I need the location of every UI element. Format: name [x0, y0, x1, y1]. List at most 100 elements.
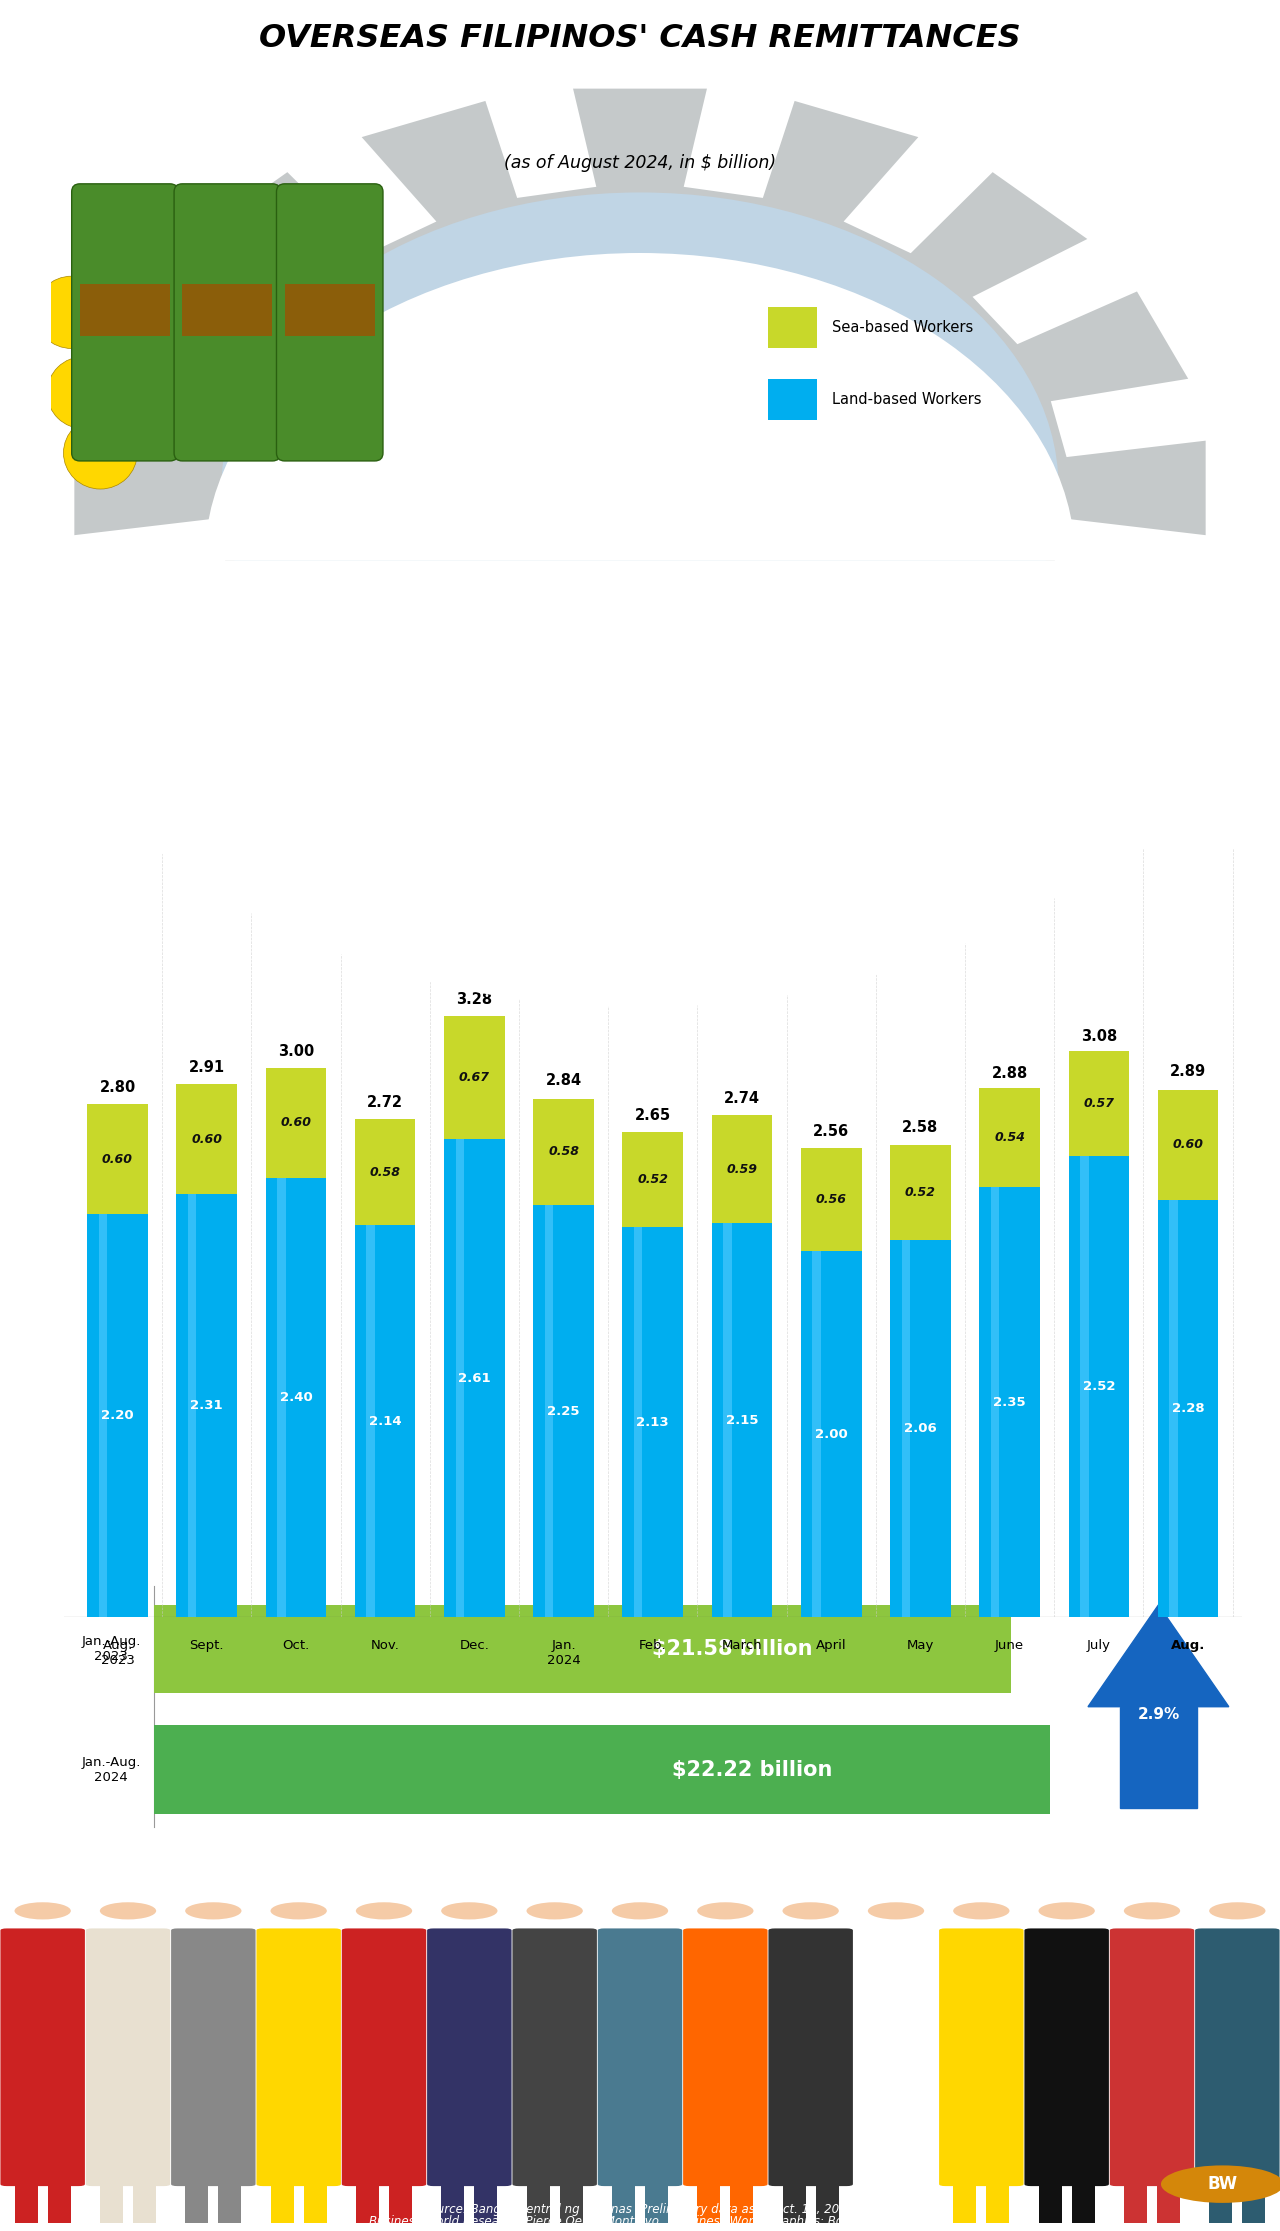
Text: 2.9%: 2.9% — [1137, 1707, 1180, 1722]
FancyBboxPatch shape — [303, 2177, 326, 2222]
FancyBboxPatch shape — [901, 2177, 924, 2222]
Bar — [979, 1089, 1039, 1187]
Text: 3.08: 3.08 — [1080, 1028, 1117, 1044]
FancyBboxPatch shape — [1110, 1928, 1194, 2186]
Text: 2.06: 2.06 — [904, 1421, 937, 1435]
Text: 2.35: 2.35 — [993, 1397, 1027, 1408]
FancyBboxPatch shape — [698, 2177, 721, 2222]
Circle shape — [270, 1903, 326, 1919]
Text: 2.25: 2.25 — [548, 1406, 580, 1419]
Bar — [890, 1145, 951, 1240]
FancyBboxPatch shape — [100, 2177, 123, 2222]
Text: 2.31: 2.31 — [191, 1399, 223, 1412]
Bar — [813, 1252, 820, 1617]
Bar — [622, 1131, 684, 1227]
Text: 0.60: 0.60 — [191, 1133, 223, 1147]
FancyBboxPatch shape — [1038, 2177, 1061, 2222]
FancyBboxPatch shape — [684, 1928, 768, 2186]
FancyBboxPatch shape — [270, 2177, 293, 2222]
Circle shape — [1124, 1903, 1180, 1919]
FancyBboxPatch shape — [1210, 2177, 1233, 2222]
FancyBboxPatch shape — [79, 283, 170, 337]
FancyBboxPatch shape — [428, 1928, 512, 2186]
Circle shape — [64, 417, 137, 489]
Text: 0.60: 0.60 — [280, 1116, 311, 1129]
Text: 2.40: 2.40 — [279, 1392, 312, 1403]
Text: 2.56: 2.56 — [813, 1124, 850, 1140]
FancyBboxPatch shape — [475, 2177, 498, 2222]
Text: June: June — [995, 1640, 1024, 1653]
FancyBboxPatch shape — [154, 1604, 1011, 1693]
Bar — [1069, 1051, 1129, 1156]
FancyBboxPatch shape — [854, 1928, 938, 2186]
FancyBboxPatch shape — [133, 2177, 156, 2222]
Bar — [901, 1240, 910, 1617]
Bar — [444, 1140, 504, 1617]
Text: Source: Bangko Sentral ng Pilipinas (Preliminary data as of Oct. 15, 2024): Source: Bangko Sentral ng Pilipinas (Pre… — [421, 2202, 859, 2215]
Bar — [801, 1252, 861, 1617]
Circle shape — [1210, 1903, 1266, 1919]
Circle shape — [782, 1903, 838, 1919]
Bar — [456, 1140, 465, 1617]
Text: 0.58: 0.58 — [370, 1165, 401, 1178]
FancyBboxPatch shape — [512, 1928, 596, 2186]
Text: May: May — [906, 1640, 934, 1653]
Bar — [545, 1205, 553, 1617]
Text: Jan.-Aug.
2024: Jan.-Aug. 2024 — [82, 1756, 141, 1783]
Text: Feb.: Feb. — [639, 1640, 667, 1653]
Bar — [712, 1223, 772, 1617]
Text: 2.00: 2.00 — [815, 1428, 847, 1441]
Bar — [622, 1227, 684, 1617]
PathPatch shape — [74, 89, 1206, 888]
Bar — [444, 1017, 504, 1140]
Text: Business World Research: Pierce Oei A. Montalvo    Business World Graphics: Bong: Business World Research: Pierce Oei A. M… — [369, 2215, 911, 2229]
Bar — [534, 1205, 594, 1617]
FancyBboxPatch shape — [526, 2177, 549, 2222]
Text: $21.58 billion: $21.58 billion — [653, 1640, 813, 1660]
Text: 0.59: 0.59 — [727, 1162, 758, 1176]
Wedge shape — [6, 560, 1274, 1008]
Polygon shape — [1120, 1707, 1197, 1809]
Bar — [266, 1178, 326, 1617]
FancyBboxPatch shape — [954, 2177, 977, 2222]
Bar — [87, 1104, 148, 1214]
FancyBboxPatch shape — [72, 183, 178, 462]
Text: 2.15: 2.15 — [726, 1414, 758, 1428]
FancyBboxPatch shape — [645, 2177, 668, 2222]
Text: 3.00: 3.00 — [278, 1044, 314, 1057]
Text: 2.61: 2.61 — [458, 1372, 490, 1385]
Text: 2.20: 2.20 — [101, 1410, 134, 1423]
Text: Nov.: Nov. — [371, 1640, 399, 1653]
FancyBboxPatch shape — [342, 1928, 426, 2186]
Text: 2.88: 2.88 — [992, 1066, 1028, 1080]
Text: 2.72: 2.72 — [367, 1095, 403, 1109]
FancyBboxPatch shape — [1024, 1928, 1108, 2186]
Text: OVERSEAS FILIPINOS' CASH REMITTANCES: OVERSEAS FILIPINOS' CASH REMITTANCES — [259, 22, 1021, 54]
Text: 0.60: 0.60 — [1172, 1138, 1203, 1151]
Bar — [634, 1227, 643, 1617]
Bar — [355, 1225, 416, 1617]
FancyBboxPatch shape — [1124, 2177, 1147, 2222]
Circle shape — [14, 1903, 70, 1919]
Bar — [723, 1223, 732, 1617]
Text: 0.52: 0.52 — [905, 1187, 936, 1198]
Text: 2.80: 2.80 — [100, 1080, 136, 1095]
FancyBboxPatch shape — [815, 2177, 838, 2222]
FancyBboxPatch shape — [389, 2177, 412, 2222]
Text: $22.22 billion: $22.22 billion — [672, 1760, 832, 1780]
Circle shape — [526, 1903, 582, 1919]
Bar — [890, 1240, 951, 1617]
Bar — [979, 1187, 1039, 1617]
Circle shape — [442, 1903, 498, 1919]
Bar — [99, 1214, 108, 1617]
FancyBboxPatch shape — [0, 1928, 84, 2186]
FancyBboxPatch shape — [1157, 2177, 1180, 2222]
FancyBboxPatch shape — [219, 2177, 242, 2222]
FancyBboxPatch shape — [256, 1928, 340, 2186]
Text: 0.60: 0.60 — [102, 1153, 133, 1167]
FancyBboxPatch shape — [442, 2177, 465, 2222]
FancyBboxPatch shape — [276, 183, 383, 462]
FancyBboxPatch shape — [356, 2177, 379, 2222]
Text: April: April — [815, 1640, 846, 1653]
Bar — [1080, 1156, 1088, 1617]
